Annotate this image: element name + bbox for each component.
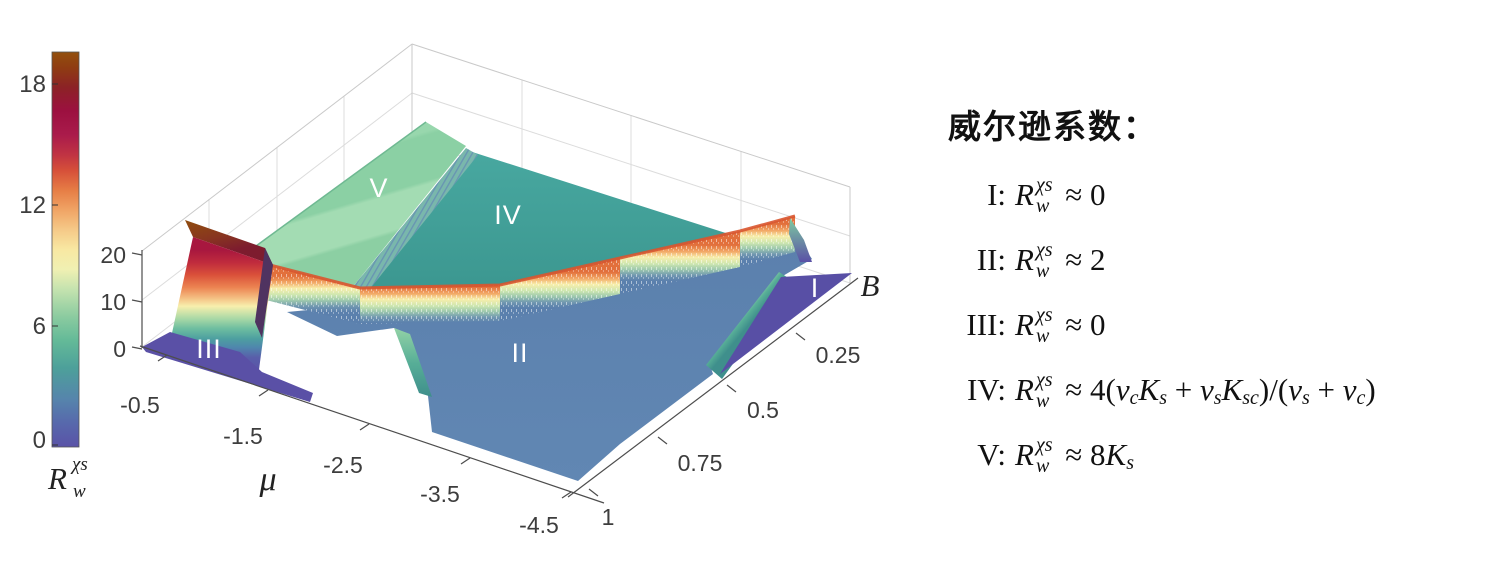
- mu-axis-label: μ: [258, 461, 276, 498]
- colorbar-label-base: R: [47, 461, 67, 496]
- formula-supsub: χs w: [1035, 174, 1053, 217]
- axes-lines: [131, 250, 859, 504]
- b-tick-075: 0.75: [678, 450, 723, 476]
- formula-sub: sc: [1242, 387, 1259, 409]
- colorbar-tick-12: 12: [19, 192, 46, 219]
- formula-text: v: [1115, 371, 1130, 407]
- formula-text: ≈ 8: [1057, 436, 1106, 472]
- z-tick-20: 20: [100, 242, 126, 268]
- formula-supsub: χs w: [1035, 369, 1053, 412]
- region-i-floor: [720, 273, 852, 374]
- formula-supsub: χs w: [1035, 434, 1053, 477]
- colorbar-gradient: [51, 51, 80, 448]
- colorbar-tick-6: 6: [33, 313, 46, 340]
- formula-text: v: [1200, 371, 1214, 407]
- surface-plot: 20 10 0 -0.5 -1.5 -2.5 -3.5 -4.5 1 0.75 …: [19, 43, 880, 538]
- z-tick-10: 10: [100, 289, 126, 315]
- b-axis: [567, 277, 859, 498]
- region-label-iv: IV: [494, 200, 522, 230]
- region-iii-floor: [142, 332, 313, 402]
- formula-sub: s: [1301, 387, 1310, 409]
- formula-text: R: [1015, 306, 1034, 342]
- z-tick-0: 0: [113, 336, 126, 362]
- formula-text: ≈ 0: [1057, 306, 1106, 342]
- legend-item-label: V:: [977, 436, 1006, 472]
- b-tick-1: 1: [602, 504, 615, 530]
- iii-ii-sliver-ridge: [394, 328, 432, 397]
- legend-item-label: II:: [976, 241, 1006, 277]
- formula-text: R: [1015, 371, 1034, 407]
- colorbar-label-sub: w: [73, 481, 86, 502]
- formula-text: ≈ 4(: [1057, 371, 1116, 407]
- b-tick-025: 0.25: [816, 342, 861, 368]
- region-ii-plain: [287, 241, 812, 481]
- region-label-v: V: [369, 173, 388, 203]
- formula-text: ≈ 2: [1057, 241, 1106, 277]
- legend-item-label: I:: [987, 176, 1006, 212]
- plot-box-edges: [141, 43, 851, 283]
- formula-supsub: χs w: [1035, 304, 1053, 347]
- mu-tick-2: -1.5: [223, 423, 263, 449]
- mu-tick-4: -3.5: [420, 481, 460, 507]
- formula-text: R: [1015, 436, 1034, 472]
- colorbar-tick-0: 0: [33, 427, 46, 454]
- colorbar: 18 12 6 0 R χs w: [19, 51, 88, 502]
- formula-sub: s: [1159, 387, 1168, 409]
- b-tick-05: 0.5: [747, 397, 779, 423]
- region-label-ii: II: [511, 338, 528, 368]
- formula-text: +: [1167, 371, 1200, 407]
- axis-tick-labels: 20 10 0 -0.5 -1.5 -2.5 -3.5 -4.5 1 0.75 …: [100, 242, 879, 538]
- formula-text: K: [1138, 371, 1160, 407]
- formula-sub: c: [1129, 387, 1139, 409]
- formula-sub: s: [1126, 452, 1135, 474]
- formula-text: R: [1015, 176, 1034, 212]
- legend-item-label: III:: [966, 306, 1006, 342]
- legend-title: 威尔逊系数：: [948, 110, 1158, 146]
- formula-text: ≈ 0: [1057, 176, 1106, 212]
- b-axis-label: B: [861, 268, 880, 303]
- mu-tick-5: -4.5: [519, 512, 559, 538]
- mu-tick-3: -2.5: [323, 452, 363, 478]
- formula-text: R: [1015, 241, 1034, 277]
- formula-text: ): [1365, 371, 1376, 407]
- formula-supsub: χs w: [1035, 239, 1053, 282]
- legend-item-label: IV:: [966, 371, 1006, 407]
- crest-ridge: [265, 214, 796, 324]
- region-labels: I II III IV V: [196, 173, 820, 368]
- formula-text: K: [1105, 436, 1127, 472]
- surface-patches: [142, 121, 852, 481]
- colorbar-label-sup: χs: [70, 454, 88, 475]
- formula-text: +: [1309, 371, 1343, 407]
- formula-sub: c: [1356, 387, 1366, 409]
- crest-end-cap: [789, 218, 812, 262]
- region-label-iii: III: [196, 334, 222, 364]
- mu-axis: [139, 345, 605, 504]
- colorbar-tick-18: 18: [19, 71, 46, 98]
- region-label-i: I: [811, 273, 820, 303]
- formula-text: K: [1221, 371, 1243, 407]
- colorbar-label: R χs w: [47, 454, 88, 502]
- region-v-plateau: [256, 122, 466, 298]
- formula-sub: s: [1213, 387, 1222, 409]
- formula-text: )/(: [1258, 371, 1289, 407]
- formula-text: v: [1342, 371, 1357, 407]
- formula-text: v: [1288, 371, 1302, 407]
- mu-tick-1: -0.5: [120, 392, 160, 418]
